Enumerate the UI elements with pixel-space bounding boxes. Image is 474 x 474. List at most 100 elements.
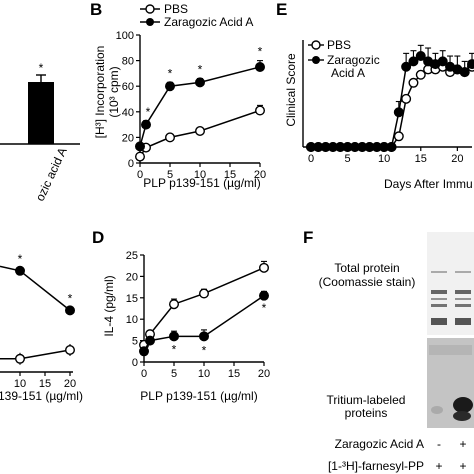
y-tick-label: 5 <box>132 336 138 348</box>
y-tick-label: 40 <box>122 107 134 119</box>
x-tick-label: 0 <box>308 153 314 165</box>
x-tick-label: 5 <box>345 153 351 165</box>
y-tick-label: 20 <box>122 132 134 144</box>
row1-value-lane1: - <box>437 437 441 451</box>
legend-open-circle-icon <box>145 4 155 14</box>
x-tick-label: 15 <box>228 368 240 380</box>
bar-star: * <box>39 61 44 75</box>
pbs-point <box>259 262 270 273</box>
panel-e-xlabel: Days After Immu <box>384 177 473 191</box>
zaragozic-point <box>194 77 205 88</box>
pbs-point <box>14 353 26 364</box>
zaragozic-point <box>254 62 265 73</box>
significance-star: * <box>168 66 173 80</box>
zaragozic-point <box>14 265 26 276</box>
panel-c: 10 15 20 ** 139-151 (µg/ml) <box>0 252 83 403</box>
zaragozic-point <box>168 331 179 342</box>
coomassie-label-2: (Coomassie stain) <box>319 275 416 289</box>
zaragozic-point <box>138 346 149 357</box>
y-tick-label: 20 <box>126 271 138 283</box>
panel-e: E Clinical Score 0 5 10 15 20 Days After Imm… <box>276 0 474 191</box>
panel-e-legend: PBS Zaragozic Acid A <box>308 38 380 80</box>
zaragozic-line <box>0 265 71 311</box>
pbs-point <box>64 345 75 356</box>
panel-b-xlabel: PLP p139-151 (µg/ml) <box>143 176 260 190</box>
panel-b: B [H³] Incorporation (10³ cpm) 0 20 40 60 80… <box>90 0 266 190</box>
bar-zaragozic-acid-a <box>28 82 54 144</box>
panel-c-xlabel: 139-151 (µg/ml) <box>0 389 83 403</box>
pbs-point <box>168 299 179 310</box>
panel-d-axes: 0 5 10 15 20 25 0 5 10 15 20 <box>126 250 270 380</box>
panel-d-label: D <box>92 228 104 247</box>
zaragozic-point <box>134 141 145 152</box>
zaragozic-point <box>386 141 397 152</box>
legend-filled-circle-icon <box>312 56 320 64</box>
row1-label: Zaragozic Acid A <box>335 437 424 451</box>
panel-b-ylabel-2: (10³ cpm) <box>107 66 121 117</box>
legend-b-pbs: PBS <box>164 2 188 16</box>
panel-f: F Total protein (Coomassie stain) Tritiu… <box>303 228 474 473</box>
x-tick-label: 0 <box>137 169 143 181</box>
panel-b-label: B <box>90 0 102 19</box>
coomassie-label-1: Total protein <box>334 261 399 275</box>
legend-e-zaragozic-1: Zaragozic <box>327 53 380 67</box>
x-tick-label: 10 <box>194 169 206 181</box>
pbs-line <box>0 349 71 360</box>
panel-d-xlabel: PLP p139-151 (µg/ml) <box>140 389 257 403</box>
y-tick-label: 60 <box>122 81 134 93</box>
panel-d: D IL-4 (pg/ml) 0 5 10 15 20 25 0 5 10 15 20 * * * PL… <box>92 228 270 403</box>
zaragozic-point <box>393 107 404 118</box>
x-tick-label: 20 <box>451 153 463 165</box>
significance-star: * <box>146 105 151 119</box>
x-tick-label: 10 <box>378 153 390 165</box>
x-tick-label: 10 <box>198 368 210 380</box>
panel-b-axes: 0 20 40 60 80 100 0 5 10 15 20 <box>116 30 266 181</box>
significance-star: * <box>262 301 267 315</box>
zaragozic-point <box>64 305 75 316</box>
significance-star: * <box>68 291 73 305</box>
x-tick-label: 5 <box>167 169 173 181</box>
pbs-point <box>415 69 426 80</box>
tritium-bands <box>429 345 473 421</box>
x-tick-label: 5 <box>171 368 177 380</box>
zaragozic-point <box>401 61 412 72</box>
significance-star: * <box>198 63 203 77</box>
pbs-point <box>134 151 145 162</box>
zaragozic-point <box>408 56 419 67</box>
significance-star: * <box>258 45 263 59</box>
x-tick-label: 15 <box>415 153 427 165</box>
zaragozic-point <box>415 51 426 62</box>
x-tick-label: 10 <box>14 378 26 390</box>
y-tick-label: 0 <box>132 357 138 369</box>
panel-b-ylabel-1: [H³] Incorporation <box>93 46 107 139</box>
x-tick-label: 20 <box>254 169 266 181</box>
coomassie-gel <box>427 232 474 335</box>
zaragozic-point <box>140 119 151 130</box>
row2-value-lane2: + <box>459 459 466 473</box>
y-tick-label: 0 <box>128 158 134 170</box>
x-tick-label: 20 <box>258 368 270 380</box>
y-tick-label: 15 <box>126 293 138 305</box>
x-tick-label: 15 <box>224 169 236 181</box>
panel-c-plot: ** <box>0 252 75 365</box>
panel-f-label: F <box>303 228 313 247</box>
pbs-point <box>198 288 209 299</box>
legend-open-circle-icon <box>311 40 321 50</box>
zaragozic-point <box>437 56 448 67</box>
row2-value-lane1: + <box>435 459 442 473</box>
significance-star: * <box>202 344 207 358</box>
significance-star: * <box>172 342 177 356</box>
panel-d-plot: * * * <box>138 260 270 358</box>
pbs-point <box>254 105 265 116</box>
y-tick-label: 100 <box>116 30 134 42</box>
legend-e-zaragozic-2: Acid A <box>331 66 365 80</box>
tritium-label-2: proteins <box>345 406 388 420</box>
pbs-point <box>408 77 419 88</box>
row1-value-lane2: + <box>459 437 466 451</box>
x-tick-label: 15 <box>39 378 51 390</box>
coomassie-bands <box>431 271 471 325</box>
panel-d-ylabel: IL-4 (pg/ml) <box>102 275 116 336</box>
y-tick-label: 10 <box>126 314 138 326</box>
zaragozic-point <box>144 335 155 346</box>
